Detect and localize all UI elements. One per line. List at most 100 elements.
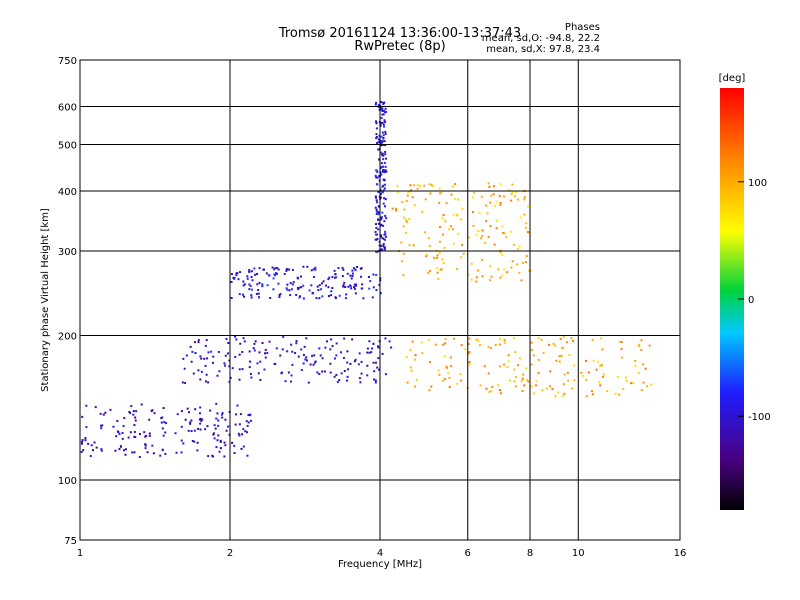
echo-point <box>438 187 441 190</box>
x-axis-label: Frequency [MHz] <box>338 559 422 570</box>
echo-point <box>284 380 287 383</box>
echo-point <box>231 441 234 444</box>
echo-point <box>498 343 501 346</box>
echo-point <box>390 346 393 349</box>
echo-point <box>384 132 387 135</box>
echo-point <box>254 273 257 276</box>
echo-point <box>114 449 117 452</box>
echo-point <box>515 190 518 193</box>
echo-point <box>562 336 565 339</box>
echo-point <box>443 246 446 249</box>
echo-point <box>503 268 506 271</box>
echo-point <box>360 360 363 363</box>
echo-point <box>279 354 282 357</box>
echo-point <box>90 444 93 447</box>
echo-point <box>527 205 530 208</box>
echo-point <box>199 422 202 425</box>
echo-point <box>231 367 234 370</box>
echo-point <box>384 144 387 147</box>
echo-point <box>207 381 210 384</box>
echo-point <box>191 439 194 442</box>
echo-point <box>375 361 378 364</box>
echo-point <box>554 395 557 398</box>
echo-point <box>443 378 446 381</box>
echo-point <box>380 135 383 138</box>
echo-point <box>254 340 257 343</box>
echo-point <box>353 360 356 363</box>
echo-point <box>220 413 223 416</box>
echo-point <box>516 263 519 266</box>
echo-point <box>290 288 293 291</box>
echo-point <box>318 347 321 350</box>
echo-point <box>379 188 382 191</box>
echo-point <box>261 341 264 344</box>
echo-point <box>377 190 380 193</box>
echo-point <box>467 342 470 345</box>
echo-point <box>109 408 112 411</box>
echo-point <box>116 430 119 433</box>
echo-point <box>250 294 253 297</box>
echo-point <box>382 202 385 205</box>
echo-point <box>573 379 576 382</box>
echo-point <box>297 288 300 291</box>
echo-point <box>200 419 203 422</box>
echo-point <box>302 265 305 268</box>
echo-point <box>376 250 379 253</box>
echo-point <box>331 345 334 348</box>
echo-point <box>468 361 471 364</box>
echo-point <box>250 376 253 379</box>
echo-point <box>510 192 513 195</box>
echo-point <box>133 424 136 427</box>
echo-point <box>513 195 516 198</box>
echo-point <box>207 351 210 354</box>
echo-point <box>180 439 183 442</box>
echo-point <box>499 249 502 252</box>
echo-point <box>452 214 455 217</box>
echo-point <box>591 393 594 396</box>
echo-point <box>204 344 207 347</box>
echo-point <box>468 363 471 366</box>
echo-point <box>285 268 288 271</box>
echo-point <box>323 370 326 373</box>
echo-point <box>200 357 203 360</box>
echo-point <box>290 374 293 377</box>
echo-point <box>263 352 266 355</box>
echo-point <box>549 370 552 373</box>
echo-point <box>523 213 526 216</box>
echo-point <box>138 433 141 436</box>
echo-point <box>537 358 540 361</box>
echo-point <box>375 288 378 291</box>
echo-point <box>236 272 239 275</box>
echo-point <box>449 356 452 359</box>
echo-point <box>298 286 301 289</box>
echo-point <box>268 340 271 343</box>
echo-point <box>250 270 253 273</box>
echo-point <box>349 362 352 365</box>
echo-point <box>317 289 320 292</box>
echo-point <box>221 416 224 419</box>
echo-point <box>345 293 348 296</box>
phase-stats-x-mode: mean, sd,X: 97.8, 23.4 <box>486 44 600 55</box>
echo-point <box>442 262 445 265</box>
echo-point <box>405 220 408 223</box>
y-axis-ticks: 75 100 200 300 400 500 600 750 <box>58 56 77 547</box>
echo-point <box>229 376 232 379</box>
echo-point <box>189 421 192 424</box>
echo-point <box>385 170 388 173</box>
echo-point <box>291 283 294 286</box>
echo-point <box>448 376 451 379</box>
y-tick-label: 75 <box>64 536 77 547</box>
echo-point <box>480 237 483 240</box>
echo-point <box>375 273 378 276</box>
echo-point <box>161 448 164 451</box>
echo-point <box>295 293 298 296</box>
echo-point <box>129 431 132 434</box>
echo-point <box>249 285 252 288</box>
echo-point <box>162 434 165 437</box>
echo-point <box>487 235 490 238</box>
echo-point <box>625 379 628 382</box>
echo-point <box>616 375 619 378</box>
echo-point <box>506 271 509 274</box>
echo-point <box>379 142 382 145</box>
echo-point <box>243 295 246 298</box>
